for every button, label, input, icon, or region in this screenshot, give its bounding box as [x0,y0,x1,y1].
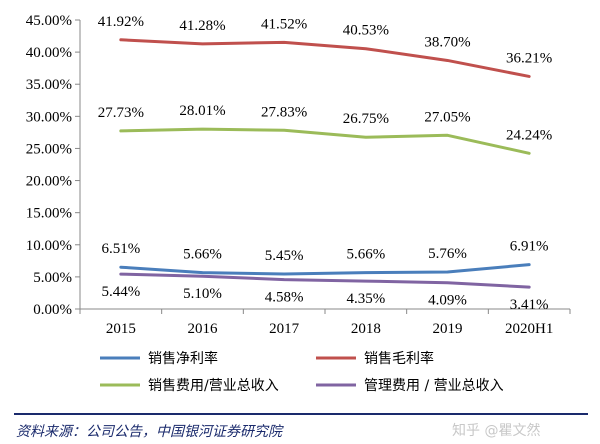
data-label: 5.45% [265,248,304,264]
y-tick-label: 15.00% [26,206,72,222]
data-label: 5.66% [346,247,385,263]
y-tick-label: 40.00% [26,45,72,61]
legend-label: 销售费用/营业总收入 [148,378,279,394]
source-note: 资料来源：公司公告，中国银河证券研究院 [16,424,282,440]
x-tick-label: 2016 [188,321,219,337]
y-tick-label: 0.00% [33,302,72,318]
x-tick-label: 2019 [433,321,463,337]
data-label: 4.58% [265,290,304,306]
watermark: 知乎 @瞿文然 [452,423,541,439]
y-tick-label: 25.00% [26,141,72,157]
source-divider [14,413,588,415]
data-label: 27.73% [98,105,144,121]
y-tick-label: 45.00% [26,13,72,29]
x-tick-label: 2020H1 [505,321,553,337]
data-label: 41.28% [179,18,225,34]
series-line [119,272,531,289]
x-tick-label: 2017 [269,321,300,337]
data-label: 5.76% [428,246,467,262]
y-tick-label: 35.00% [26,77,72,93]
series-line [119,263,531,276]
data-label: 41.92% [98,14,144,30]
data-label: 5.66% [183,247,222,263]
data-label: 24.24% [506,127,552,143]
data-label: 26.75% [343,111,389,127]
axes: 0.00% 5.00% 10.00% 15.00% 20.00% 25.00% 30.00%… [26,13,571,337]
legend-label: 销售毛利率 [364,350,434,367]
legend-label: 管理费用 / 营业总收入 [364,378,504,394]
series-line [119,38,531,78]
y-tick-label: 5.00% [33,270,72,286]
x-tick-label: 2018 [351,321,381,337]
data-labels: 6.51% 5.66% 5.45% 5.66% 5.76% 6.91% 41.92% 41.2… [98,14,553,313]
x-tick-label: 2015 [106,321,136,337]
y-tick-label: 20.00% [26,174,72,190]
data-label: 4.09% [428,293,467,309]
data-label: 41.52% [261,16,307,32]
data-label: 3.41% [510,297,549,313]
y-tick-label: 30.00% [26,109,72,125]
data-label: 6.51% [101,241,140,257]
data-label: 28.01% [179,103,225,119]
data-label: 38.70% [424,34,470,50]
data-label: 4.35% [346,291,385,307]
data-label: 6.91% [510,239,549,255]
legend-label: 销售净利率 [148,350,218,367]
series-line [119,127,531,155]
y-tick-label: 10.00% [26,238,72,254]
data-label: 5.44% [101,284,140,300]
data-label: 5.10% [183,286,222,302]
series-lines [119,38,531,289]
data-label: 27.05% [424,109,470,125]
data-label: 27.83% [261,104,307,120]
data-label: 40.53% [343,23,389,39]
data-label: 36.21% [506,50,552,66]
